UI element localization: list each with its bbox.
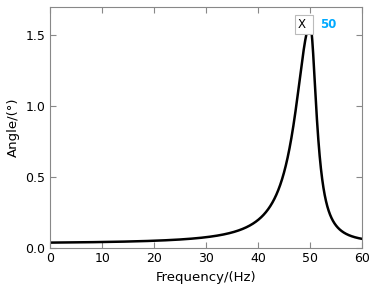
Text: X: X <box>298 18 310 31</box>
X-axis label: Frequency/(Hz): Frequency/(Hz) <box>156 271 257 284</box>
Text: 50: 50 <box>320 18 337 31</box>
Y-axis label: Angle/(°): Angle/(°) <box>7 97 20 157</box>
